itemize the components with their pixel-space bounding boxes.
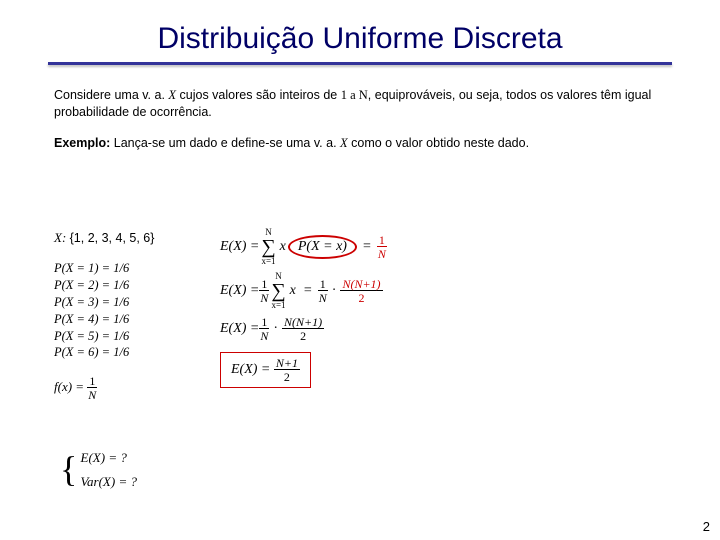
fx-fraction: 1 N [87,375,97,401]
brace-area: { E(X) = ? Var(X) = ? [60,450,137,490]
prob-row: P(X = 2) = 1/6 [54,277,154,294]
prob-row: P(X = 3) = 1/6 [54,294,154,311]
p2-post: como o valor obtido neste dado. [348,136,529,150]
slide-title: Distribuição Uniforme Discreta [0,0,720,62]
term-px: P(X = x) [298,239,347,254]
ex-label: E(X) = [220,239,259,255]
content-area: Considere uma v. a. X cujos valores são … [0,65,720,152]
fx-definition: f(x) = 1 N [54,375,154,401]
ex-label: E(X) = [220,321,259,337]
one-over-n: 1 N [318,278,328,304]
frac-den: 2 [340,291,382,304]
p2-x: X [340,136,348,150]
frac-den: N [259,329,269,342]
brace-var: Var(X) = ? [81,474,137,490]
highlight-oval: P(X = x) [288,235,357,259]
sum-bot: x=1 [261,257,275,266]
fx-label: f(x) = [54,379,84,394]
sigma-icon: N ∑ x=1 [271,272,285,310]
sum-bot: x=1 [271,301,285,310]
p1-mid: cujos valores são inteiros de [176,88,341,102]
n1-over-2: N+1 2 [274,357,300,383]
p1-x: X [168,88,176,102]
frac-num: 1 [318,278,328,291]
nn1-over-2: N(N+1) 2 [340,278,382,304]
term-x: x [280,239,286,255]
frac-num: N+1 [274,357,300,370]
p1-pre: Considere uma v. a. [54,88,168,102]
domain-set: {1, 2, 3, 4, 5, 6} [70,231,155,245]
mult-dot: · [273,321,278,337]
derivation-line-4: E(X) = N+1 2 [220,352,387,388]
nn1-over-2: N(N+1) 2 [282,316,324,342]
one-over-n: 1 N [259,316,269,342]
brace-icon: { [60,457,77,482]
ex-label: E(X) = [231,362,270,377]
paragraph-1: Considere uma v. a. X cujos valores são … [54,87,666,121]
frac-den: 2 [274,370,300,383]
brace-ex: E(X) = ? [81,450,137,466]
frac-num: N(N+1) [340,278,382,291]
derivation-line-1: E(X) = N ∑ x=1 x P(X = x) = 1 N [220,228,387,266]
one-over-n: 1 N [259,278,269,304]
one-over-n-red: 1 N [377,234,387,260]
domain-label: X: [54,230,66,245]
result-box: E(X) = N+1 2 [220,352,311,388]
mult-dot: · [332,283,337,299]
frac-den: N [377,247,387,260]
frac-num: N(N+1) [282,316,324,329]
p2-label: Exemplo: [54,136,110,150]
paragraph-2: Exemplo: Lança-se um dado e define-se um… [54,135,666,152]
fx-den: N [87,388,97,401]
probability-list: P(X = 1) = 1/6 P(X = 2) = 1/6 P(X = 3) =… [54,260,154,361]
prob-row: P(X = 5) = 1/6 [54,328,154,345]
p2-pre: Lança-se um dado e define-se uma v. a. [110,136,340,150]
prob-row: P(X = 1) = 1/6 [54,260,154,277]
ex-label: E(X) = [220,283,259,299]
term-x: x [290,283,296,299]
domain-line: X: {1, 2, 3, 4, 5, 6} [54,230,154,246]
prob-row: P(X = 4) = 1/6 [54,311,154,328]
derivation-area: E(X) = N ∑ x=1 x P(X = x) = 1 N E(X) = 1… [220,228,387,394]
prob-row: P(X = 6) = 1/6 [54,344,154,361]
frac-den: N [318,291,328,304]
frac-den: N [259,291,269,304]
fx-num: 1 [87,375,97,388]
derivation-line-2: E(X) = 1 N N ∑ x=1 x = 1 N · N(N+1) 2 [220,272,387,310]
derivation-line-3: E(X) = 1 N · N(N+1) 2 [220,316,387,342]
page-number: 2 [703,519,710,534]
frac-den: 2 [282,329,324,342]
sigma-icon: N ∑ x=1 [261,228,275,266]
frac-num: 1 [259,278,269,291]
left-column: X: {1, 2, 3, 4, 5, 6} P(X = 1) = 1/6 P(X… [54,230,154,401]
frac-num: 1 [377,234,387,247]
p1-range: 1 a N [341,88,368,102]
frac-num: 1 [259,316,269,329]
